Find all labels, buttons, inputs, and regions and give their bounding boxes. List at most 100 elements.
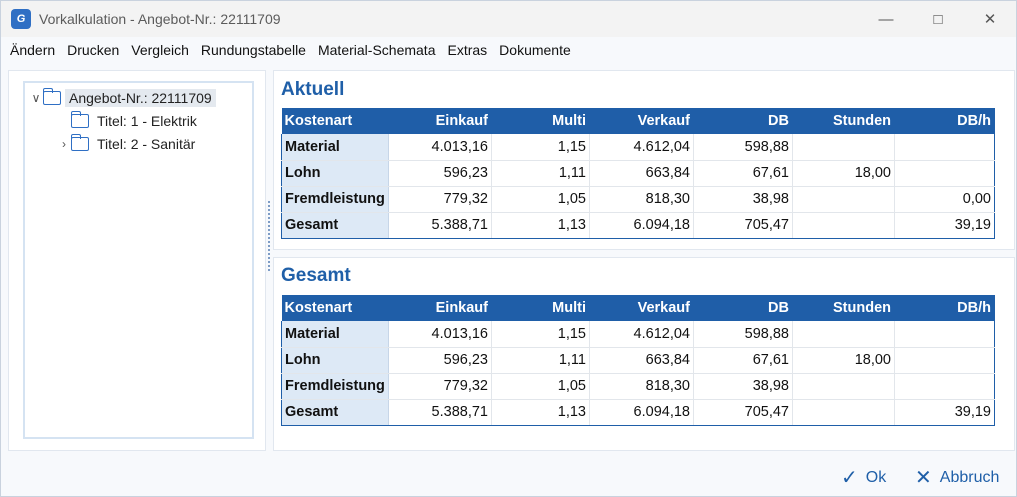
section-title: Gesamt — [281, 265, 351, 286]
table-cell: 1,11 — [491, 347, 590, 374]
column-header[interactable]: Einkauf — [388, 295, 492, 321]
menu-item-rundungstabelle[interactable]: Rundungstabelle — [200, 42, 306, 58]
maximize-icon[interactable]: □ — [933, 10, 943, 28]
table-cell: 596,23 — [388, 160, 492, 187]
table-row[interactable]: Gesamt 5.388,71 1,13 6.094,18 705,47 39,… — [281, 399, 995, 426]
table-cell: Material — [281, 321, 389, 348]
table-header-row: Kostenart Einkauf Multi Verkauf DB Stund… — [281, 295, 995, 321]
table-cell: 1,15 — [491, 134, 590, 161]
table-cell: 1,13 — [491, 399, 590, 426]
table-cell: 779,32 — [388, 186, 492, 213]
ok-button[interactable]: ✓ Ok — [841, 465, 886, 490]
table-cell: 596,23 — [388, 347, 492, 374]
table-row[interactable]: Fremdleistung 779,32 1,05 818,30 38,98 — [281, 373, 995, 400]
section-aktuell: Aktuell Kostenart Einkauf Multi Verkauf … — [273, 70, 1015, 250]
table-cell: 38,98 — [693, 373, 793, 400]
table-cell: 818,30 — [589, 373, 694, 400]
menu-item-vergleich[interactable]: Vergleich — [131, 42, 189, 58]
table-cell: 38,98 — [693, 186, 793, 213]
column-header[interactable]: Stunden — [792, 295, 895, 321]
section-title: Aktuell — [281, 79, 345, 100]
menu-bar: Ändern Drucken Vergleich Rundungstabelle… — [1, 38, 1016, 62]
table-cell: Fremdleistung — [281, 186, 389, 213]
table-cell: 598,88 — [693, 134, 793, 161]
table-cell — [792, 373, 895, 400]
table-cell — [792, 399, 895, 426]
ok-button-label: Ok — [865, 468, 887, 486]
table-cell: 1,05 — [491, 186, 590, 213]
close-icon[interactable]: ✕ — [983, 11, 997, 28]
menu-item-aendern[interactable]: Ändern — [10, 42, 56, 58]
tree-node-label: Titel: 1 - Elektrik — [97, 113, 197, 129]
table-cell: 18,00 — [792, 160, 895, 187]
column-header[interactable]: Stunden — [792, 108, 895, 134]
table-cell — [894, 160, 995, 187]
column-header[interactable]: DB/h — [894, 108, 995, 134]
table-row[interactable]: Material 4.013,16 1,15 4.612,04 598,88 — [281, 321, 995, 348]
table-cell: 598,88 — [693, 321, 793, 348]
table-cell: 4.612,04 — [589, 134, 694, 161]
table-row[interactable]: Lohn 596,23 1,11 663,84 67,61 18,00 — [281, 347, 995, 374]
column-header[interactable]: DB — [693, 108, 793, 134]
table-cell — [792, 212, 895, 239]
table-cell: 5.388,71 — [388, 399, 492, 426]
table-cell: 4.612,04 — [589, 321, 694, 348]
menu-item-drucken[interactable]: Drucken — [67, 42, 120, 58]
table-cell: 779,32 — [388, 373, 492, 400]
table-cell — [792, 186, 895, 213]
table-cell: 39,19 — [894, 212, 995, 239]
column-header[interactable]: Einkauf — [388, 108, 492, 134]
table-row[interactable]: Lohn 596,23 1,11 663,84 67,61 18,00 — [281, 160, 995, 187]
column-header[interactable]: Verkauf — [589, 295, 694, 321]
tree-node-label: Angebot-Nr.: 22111709 — [65, 89, 216, 107]
table-cell: 5.388,71 — [388, 212, 492, 239]
tree-panel: ∨ Angebot-Nr.: 22111709 Titel: 1 - Elekt… — [8, 70, 266, 451]
column-header[interactable]: Multi — [491, 295, 590, 321]
table-cell — [792, 321, 895, 348]
checkmark-icon: ✓ — [841, 467, 858, 489]
tree-node-titel-1[interactable]: Titel: 1 - Elektrik — [57, 110, 201, 132]
table-cell: 0,00 — [894, 186, 995, 213]
tree-node-label: Titel: 2 - Sanitär — [97, 136, 196, 152]
table-cell: 705,47 — [693, 399, 793, 426]
window-controls: — □ ✕ — [860, 1, 1016, 37]
column-header[interactable]: DB — [693, 295, 793, 321]
app-logo-icon: G — [11, 9, 31, 29]
panel-splitter[interactable] — [268, 201, 270, 271]
cost-table-gesamt: Kostenart Einkauf Multi Verkauf DB Stund… — [281, 295, 995, 426]
table-cell — [894, 321, 995, 348]
table-header-row: Kostenart Einkauf Multi Verkauf DB Stund… — [281, 108, 995, 134]
table-cell: 1,15 — [491, 321, 590, 348]
table-cell: 6.094,18 — [589, 212, 694, 239]
tree-node-titel-2[interactable]: › Titel: 2 - Sanitär — [57, 133, 199, 155]
menu-item-dokumente[interactable]: Dokumente — [499, 42, 571, 58]
cancel-button[interactable]: ✕ Abbruch — [915, 465, 999, 490]
tree-view[interactable]: ∨ Angebot-Nr.: 22111709 Titel: 1 - Elekt… — [23, 81, 254, 439]
tree-node-root[interactable]: ∨ Angebot-Nr.: 22111709 — [29, 87, 216, 109]
table-row[interactable]: Material 4.013,16 1,15 4.612,04 598,88 — [281, 134, 995, 161]
table-row[interactable]: Fremdleistung 779,32 1,05 818,30 38,98 0… — [281, 186, 995, 213]
table-cell: 663,84 — [589, 347, 694, 374]
chevron-right-icon[interactable]: › — [62, 137, 66, 151]
table-row[interactable]: Gesamt 5.388,71 1,13 6.094,18 705,47 39,… — [281, 212, 995, 239]
minimize-icon[interactable]: — — [878, 10, 894, 28]
menu-item-material-schemata[interactable]: Material-Schemata — [317, 42, 436, 58]
column-header[interactable]: DB/h — [894, 295, 995, 321]
table-cell — [894, 347, 995, 374]
window-title: Vorkalkulation - Angebot-Nr.: 22111709 — [39, 11, 281, 27]
folder-icon — [70, 111, 89, 128]
table-cell: 1,05 — [491, 373, 590, 400]
chevron-down-icon[interactable]: ∨ — [31, 91, 41, 105]
column-header[interactable]: Kostenart — [281, 295, 389, 321]
column-header[interactable]: Verkauf — [589, 108, 694, 134]
column-header[interactable]: Kostenart — [281, 108, 389, 134]
table-cell: Gesamt — [281, 399, 389, 426]
table-cell: 1,13 — [491, 212, 590, 239]
cost-table-aktuell: Kostenart Einkauf Multi Verkauf DB Stund… — [281, 108, 995, 239]
menu-item-extras[interactable]: Extras — [447, 42, 488, 58]
table-cell: 18,00 — [792, 347, 895, 374]
column-header[interactable]: Multi — [491, 108, 590, 134]
table-cell: Lohn — [281, 160, 389, 187]
table-cell — [894, 373, 995, 400]
